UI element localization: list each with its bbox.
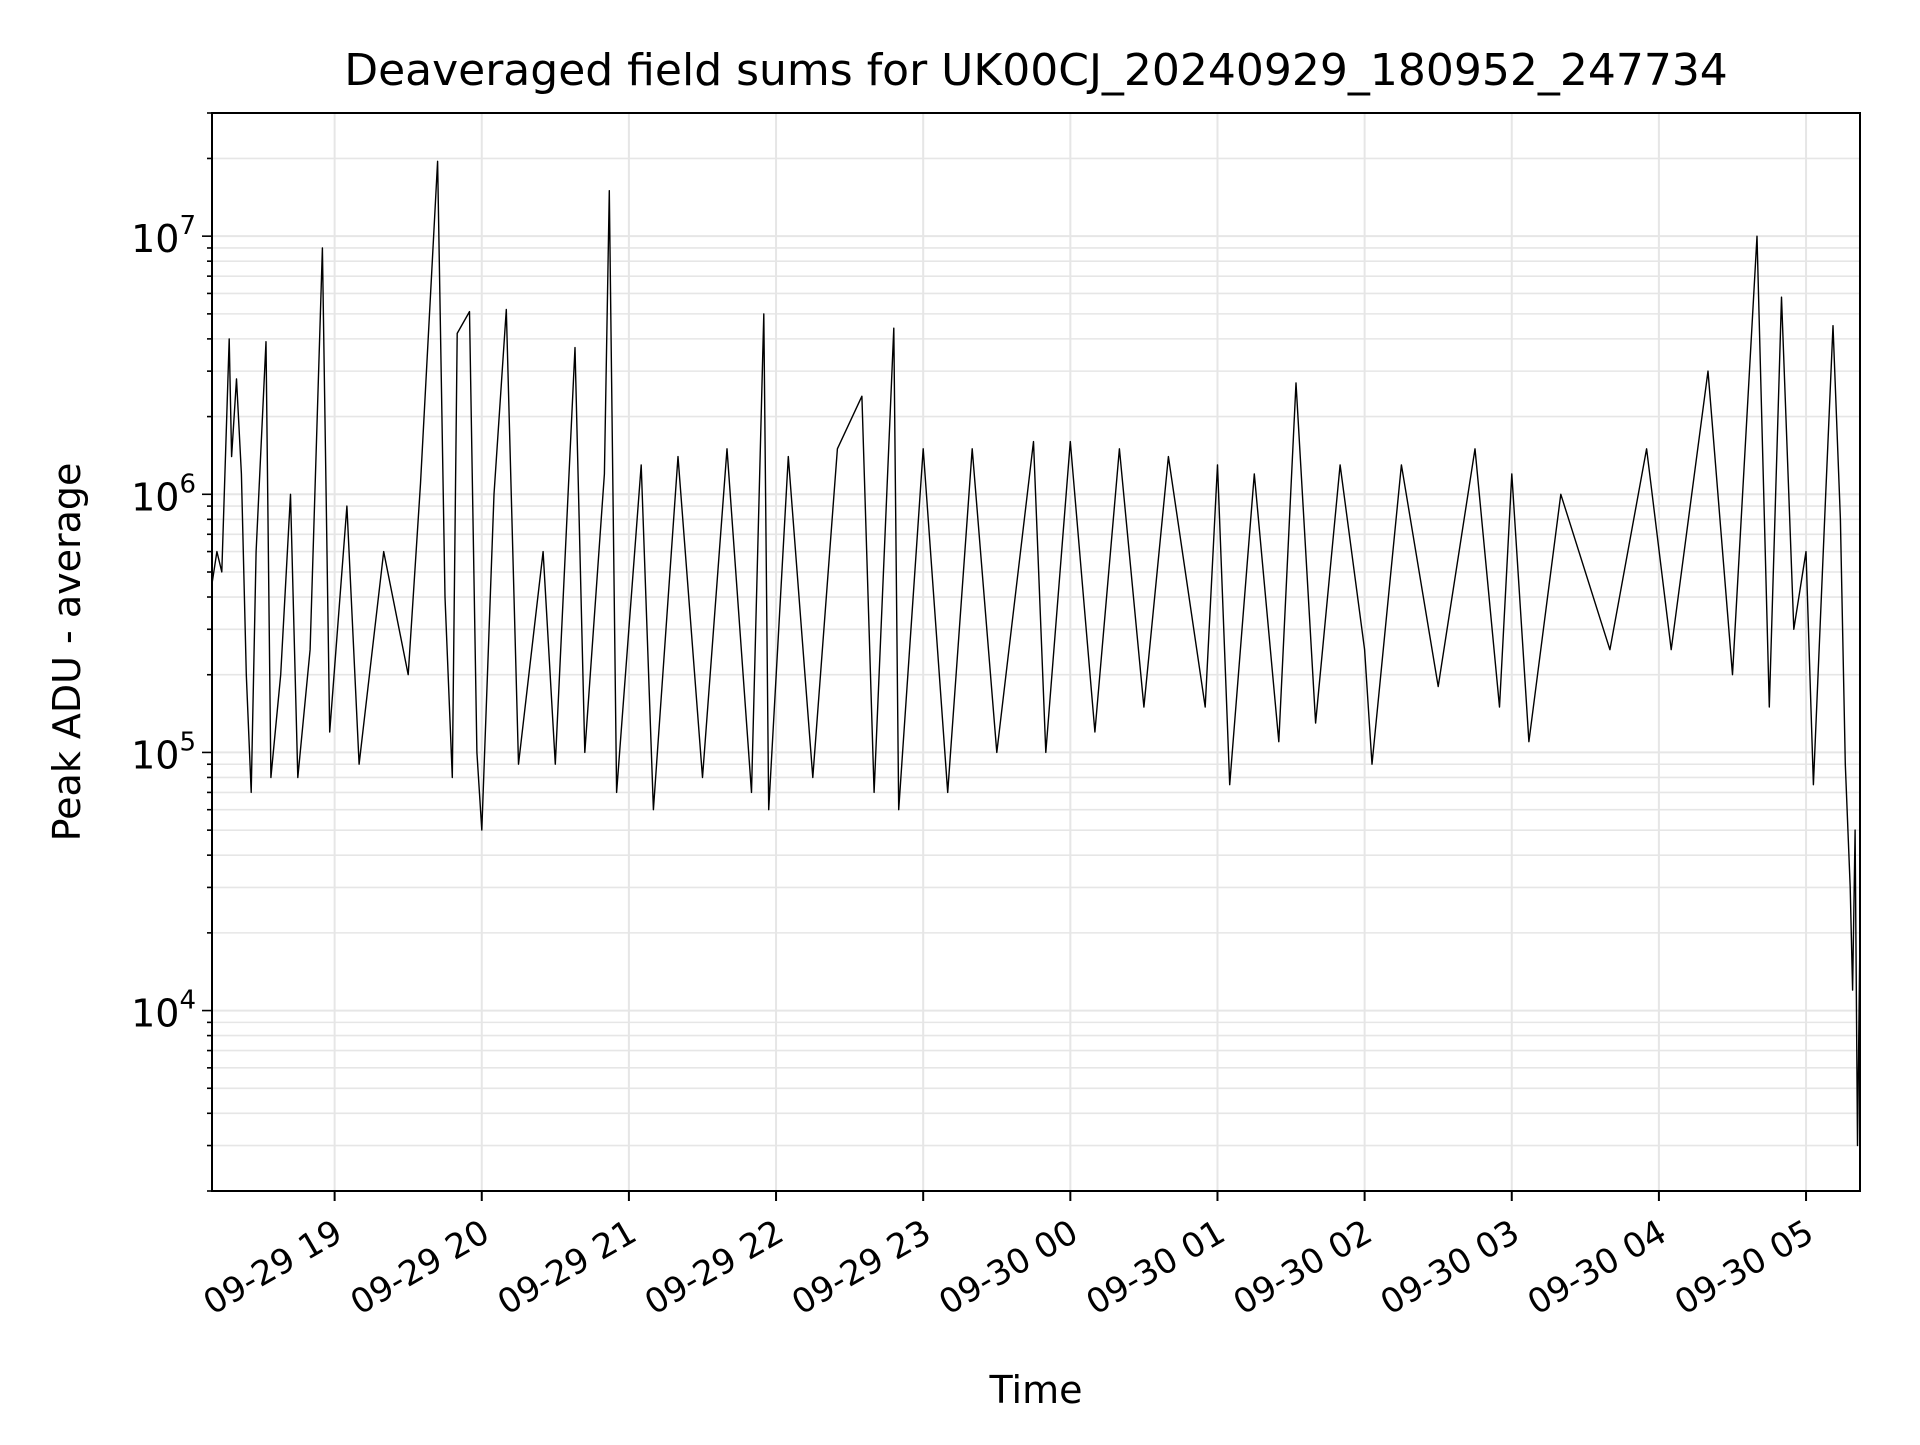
grid-layer — [212, 112, 1860, 1192]
y-tick-label-base: 10 — [131, 475, 179, 519]
x-axis-label: Time — [989, 1368, 1083, 1412]
y-axis-label: Peak ADU - average — [45, 463, 89, 842]
y-tick-label-base: 10 — [131, 217, 179, 261]
y-tick-label: 106 — [131, 469, 196, 519]
y-tick-label: 105 — [131, 727, 196, 777]
y-tick-label-base: 10 — [131, 992, 179, 1036]
chart-title: Deaveraged field sums for UK00CJ_2024092… — [344, 45, 1728, 96]
series-line — [211, 160, 1861, 1147]
y-tick-label-exponent: 6 — [179, 469, 196, 499]
y-tick-label-exponent: 7 — [179, 211, 196, 241]
y-tick-label: 104 — [131, 986, 196, 1036]
y-tick-label-exponent: 5 — [179, 727, 196, 757]
y-tick-label-exponent: 4 — [179, 986, 196, 1016]
plot-frame — [211, 112, 1861, 1192]
y-tick-label: 107 — [131, 211, 196, 261]
y-tick-label-base: 10 — [131, 733, 179, 777]
data-layer — [211, 160, 1861, 1147]
